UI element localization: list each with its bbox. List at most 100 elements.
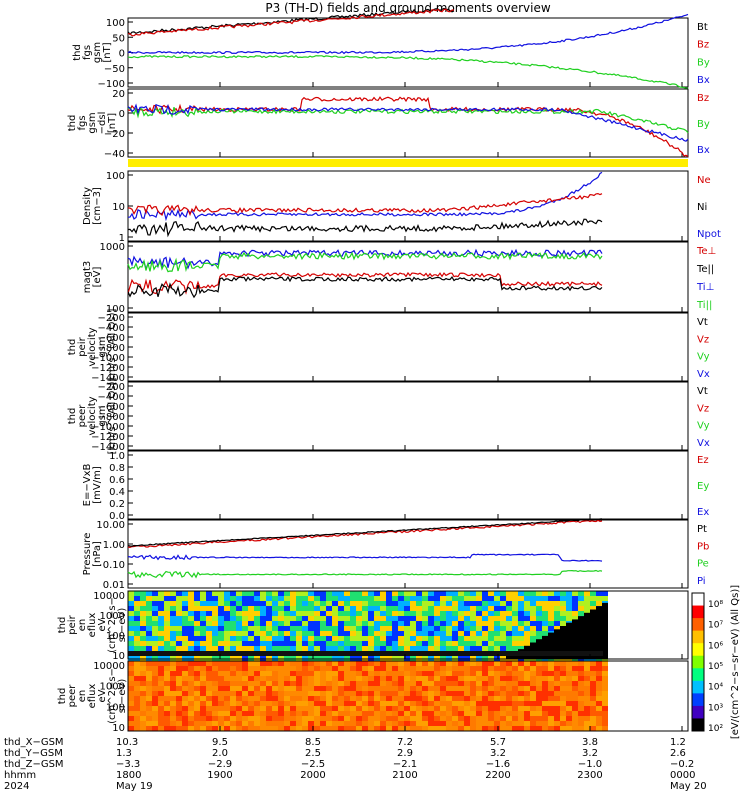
spectrogram-cell xyxy=(236,591,242,596)
spectrogram-cell xyxy=(290,701,296,706)
spectrogram-cell xyxy=(152,706,158,711)
spectrogram-cell xyxy=(332,636,338,641)
x-row-value: −0.2 xyxy=(670,759,694,770)
spectrogram-cell xyxy=(536,716,542,721)
spectrogram-cell xyxy=(392,636,398,641)
spectrogram-cell xyxy=(296,596,302,601)
spectrogram-cell xyxy=(254,616,260,621)
plot-title: P3 (TH-D) fields and ground moments over… xyxy=(265,1,550,15)
spectrogram-cell xyxy=(566,666,572,671)
spectrogram-cell xyxy=(416,606,422,611)
spectrogram-cell xyxy=(362,596,368,601)
spectrogram-cell xyxy=(260,616,266,621)
panel-frame xyxy=(127,381,689,451)
spectrogram-cell xyxy=(392,721,398,726)
spectrogram-cell xyxy=(488,601,494,606)
spectrogram-cell xyxy=(398,601,404,606)
ylabel-line: eV xyxy=(97,689,108,702)
spectrogram-cell xyxy=(488,721,494,726)
spectrogram-cell xyxy=(212,661,218,666)
spectrogram-cell xyxy=(194,676,200,681)
spectrogram-cell xyxy=(590,721,596,726)
spectrogram-cell xyxy=(458,696,464,701)
spectrogram-cell xyxy=(434,691,440,696)
spectrogram-cell xyxy=(464,671,470,676)
spectrogram-cell xyxy=(500,666,506,671)
spectrogram-cell xyxy=(272,726,278,731)
spectrogram-cell xyxy=(368,716,374,721)
spectrogram-cell xyxy=(560,706,566,711)
spectrogram-cell xyxy=(524,721,530,726)
spectrogram-cell xyxy=(218,626,224,631)
spectrogram-cell xyxy=(560,676,566,681)
spectrogram-cell xyxy=(290,646,296,651)
spectrogram-cell xyxy=(272,666,278,671)
spectrogram-cell xyxy=(290,676,296,681)
spectrogram-cell xyxy=(374,641,380,646)
spectrogram-cell xyxy=(380,681,386,686)
y-tick-label: −200 xyxy=(98,313,125,324)
spectrogram-cell xyxy=(488,671,494,676)
spectrogram-cell xyxy=(452,701,458,706)
spectrogram-cell xyxy=(440,721,446,726)
spectrogram-cell xyxy=(188,606,194,611)
spectrogram-cell xyxy=(374,606,380,611)
spectrogram-cell xyxy=(530,621,536,626)
spectrogram-cell xyxy=(146,641,152,646)
spectrogram-cell xyxy=(272,691,278,696)
spectrogram-cell xyxy=(308,631,314,636)
spectrogram-cell xyxy=(572,619,578,659)
spectrogram-cell xyxy=(578,691,584,696)
spectrogram-cell xyxy=(458,646,464,651)
spectrogram-cell xyxy=(230,661,236,666)
spectrogram-cell xyxy=(470,686,476,691)
spectrogram-cell xyxy=(524,676,530,681)
spectrogram-cell xyxy=(236,626,242,631)
spectrogram-cell xyxy=(272,606,278,611)
spectrogram-cell xyxy=(206,636,212,641)
spectrogram-cell xyxy=(164,606,170,611)
spectrogram-cell xyxy=(434,616,440,621)
spectrogram-cell xyxy=(320,686,326,691)
spectrogram-cell xyxy=(416,726,422,731)
spectrogram-cell xyxy=(416,661,422,666)
spectrogram-cell xyxy=(470,706,476,711)
spectrogram-cell xyxy=(260,726,266,731)
spectrogram-cell xyxy=(356,666,362,671)
spectrogram-cell xyxy=(254,591,260,596)
spectrogram-cell xyxy=(266,671,272,676)
spectrogram-cell xyxy=(464,696,470,701)
spectrogram-cell xyxy=(446,681,452,686)
spectrogram-cell xyxy=(272,706,278,711)
spectrogram-cell xyxy=(218,646,224,651)
spectrogram-cell xyxy=(554,611,560,616)
spectrogram-cell xyxy=(500,711,506,716)
spectrogram-cell xyxy=(128,696,134,701)
spectrogram-cell xyxy=(530,711,536,716)
spectrogram-cell xyxy=(536,711,542,716)
spectrogram-cell xyxy=(230,691,236,696)
spectrogram-cell xyxy=(182,686,188,691)
spectrogram-cell xyxy=(434,686,440,691)
spectrogram-cell xyxy=(326,701,332,706)
spectrogram-cell xyxy=(386,616,392,621)
spectrogram-cell xyxy=(518,611,524,616)
spectrogram-cell xyxy=(320,661,326,666)
spectrogram-cell xyxy=(548,596,554,601)
spectrogram-cell xyxy=(368,616,374,621)
legend-green: Vy xyxy=(697,421,710,432)
spectrogram-cell xyxy=(338,676,344,681)
spectrogram-cell xyxy=(536,591,542,596)
spectrogram-cell xyxy=(128,641,134,646)
spectrogram-cell xyxy=(446,621,452,626)
spectrogram-cell xyxy=(434,701,440,706)
spectrogram-cell xyxy=(530,681,536,686)
spectrogram-cell xyxy=(488,696,494,701)
spectrogram-cell xyxy=(476,686,482,691)
spectrogram-cell xyxy=(266,611,272,616)
panel-frame xyxy=(127,450,689,520)
spectrogram-cell xyxy=(422,616,428,621)
spectrogram-cell xyxy=(446,696,452,701)
spectrogram-cell xyxy=(374,716,380,721)
colorbar-tick: 10² xyxy=(708,724,723,734)
